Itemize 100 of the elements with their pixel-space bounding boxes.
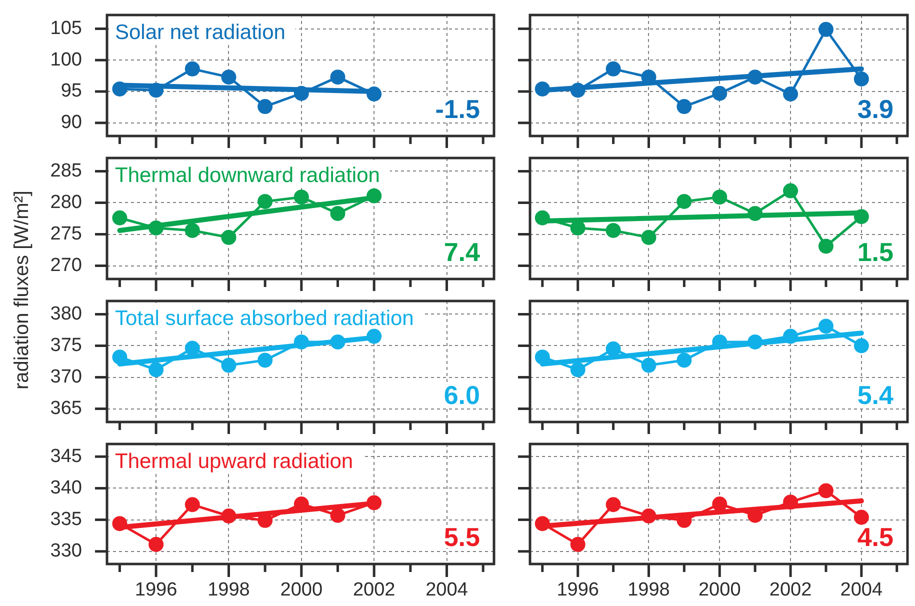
point xyxy=(221,70,236,85)
x-tick-label: 1998 xyxy=(628,580,670,601)
point xyxy=(258,99,273,114)
y-tick-label: 285 xyxy=(50,160,82,182)
y-tick-label: 370 xyxy=(50,366,82,388)
point xyxy=(112,210,128,226)
point xyxy=(366,86,382,102)
point xyxy=(818,318,834,334)
point xyxy=(294,334,309,350)
point xyxy=(606,497,621,512)
y-tick-label: 340 xyxy=(50,477,82,498)
point xyxy=(184,61,200,76)
y-tick-label: 275 xyxy=(50,223,82,244)
y-tick-label: 270 xyxy=(50,255,82,276)
chart-title: Thermal downward radiation xyxy=(115,164,380,187)
x-tick-label: 2000 xyxy=(280,580,323,601)
point xyxy=(748,70,763,85)
point xyxy=(221,358,236,373)
point xyxy=(112,516,128,532)
x-tick-label: 2000 xyxy=(698,580,741,601)
annotation: 4.5 xyxy=(857,522,894,552)
y-tick-label: 365 xyxy=(50,398,82,419)
y-tick-label: 380 xyxy=(50,303,82,324)
point xyxy=(676,352,692,368)
y-tick-label: 90 xyxy=(60,112,82,134)
point xyxy=(641,358,656,373)
point xyxy=(221,508,236,524)
point xyxy=(854,209,869,224)
point xyxy=(184,340,200,356)
point xyxy=(783,494,798,510)
point xyxy=(606,61,621,76)
y-tick-label: 280 xyxy=(50,192,82,213)
point xyxy=(854,338,869,354)
x-tick-label: 2002 xyxy=(352,580,396,601)
point xyxy=(330,206,346,221)
y-tick-label: 95 xyxy=(60,80,82,102)
point xyxy=(783,328,798,344)
point xyxy=(148,362,164,378)
point xyxy=(818,483,834,498)
point xyxy=(748,334,763,350)
point xyxy=(112,350,128,365)
point xyxy=(148,82,164,98)
x-tick-label: 2004 xyxy=(426,580,468,601)
point xyxy=(258,194,273,209)
point xyxy=(641,230,656,245)
point xyxy=(184,497,200,512)
point xyxy=(330,508,346,523)
point xyxy=(748,206,763,221)
chart-title: Thermal upward radiation xyxy=(115,450,354,473)
y-tick-label: 330 xyxy=(50,540,82,562)
point xyxy=(366,188,382,204)
point xyxy=(641,508,656,524)
point xyxy=(712,190,728,205)
y-tick-label: 335 xyxy=(50,509,82,530)
point xyxy=(294,190,309,205)
x-tick-label: 1998 xyxy=(208,580,250,601)
point xyxy=(570,536,586,552)
y-tick-label: 345 xyxy=(50,446,82,467)
y-tick-label: 105 xyxy=(50,18,82,40)
y-tick-label: 375 xyxy=(50,334,82,356)
point xyxy=(330,334,346,350)
point xyxy=(294,86,309,101)
point xyxy=(366,328,382,344)
point xyxy=(818,238,834,254)
point xyxy=(783,86,798,102)
point xyxy=(258,352,273,368)
annotation: -1.5 xyxy=(435,94,480,124)
annotation: 1.5 xyxy=(857,237,894,267)
point xyxy=(783,183,798,198)
point xyxy=(366,495,382,510)
x-tick-label: 2004 xyxy=(840,580,883,601)
chart-title: Solar net radiation xyxy=(115,21,286,44)
x-tick-label: 1996 xyxy=(556,580,599,601)
point xyxy=(818,22,834,37)
y-tick-label: 100 xyxy=(50,49,82,70)
point xyxy=(330,70,346,85)
annotation: 5.4 xyxy=(857,380,894,410)
point xyxy=(221,230,236,245)
point xyxy=(712,334,728,350)
point xyxy=(184,222,200,238)
point xyxy=(112,81,128,96)
point xyxy=(606,341,621,356)
point xyxy=(676,194,692,209)
point xyxy=(676,99,692,114)
point xyxy=(606,222,621,238)
x-tick-label: 1996 xyxy=(134,580,178,601)
point xyxy=(570,82,586,98)
point xyxy=(570,362,586,378)
point xyxy=(712,86,728,101)
chart-title: Total surface absorbed radiation xyxy=(115,307,414,330)
point xyxy=(534,210,550,226)
annotation: 3.9 xyxy=(857,94,894,124)
point xyxy=(854,510,869,525)
annotation: 5.5 xyxy=(444,522,480,552)
point xyxy=(854,71,869,86)
point xyxy=(534,516,550,532)
point xyxy=(534,81,550,96)
point xyxy=(534,350,550,365)
annotation: 7.4 xyxy=(444,237,481,267)
annotation: 6.0 xyxy=(444,380,480,410)
